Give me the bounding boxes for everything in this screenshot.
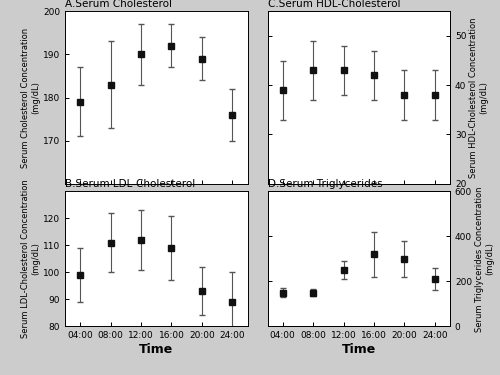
X-axis label: Time: Time <box>139 343 173 356</box>
X-axis label: Time: Time <box>342 343 376 356</box>
Y-axis label: Serum HDL-Cholesterol Concentration
(mg/dL): Serum HDL-Cholesterol Concentration (mg/… <box>469 17 488 178</box>
Y-axis label: Serum Triglycerides Concentration
(mg/dL): Serum Triglycerides Concentration (mg/dL… <box>475 186 494 332</box>
Y-axis label: Serum Cholesterol Concentration
(mg/dL): Serum Cholesterol Concentration (mg/dL) <box>20 27 40 168</box>
Y-axis label: Serum LDL-Cholesterol Concentration
(mg/dL): Serum LDL-Cholesterol Concentration (mg/… <box>20 179 40 338</box>
Text: A.Serum Cholesterol: A.Serum Cholesterol <box>65 0 172 9</box>
Text: D.Serum Triglycerides: D.Serum Triglycerides <box>268 179 382 189</box>
Text: C.Serum HDL-Cholesterol: C.Serum HDL-Cholesterol <box>268 0 400 9</box>
Text: B.Serum LDL-Cholesterol: B.Serum LDL-Cholesterol <box>65 179 195 189</box>
